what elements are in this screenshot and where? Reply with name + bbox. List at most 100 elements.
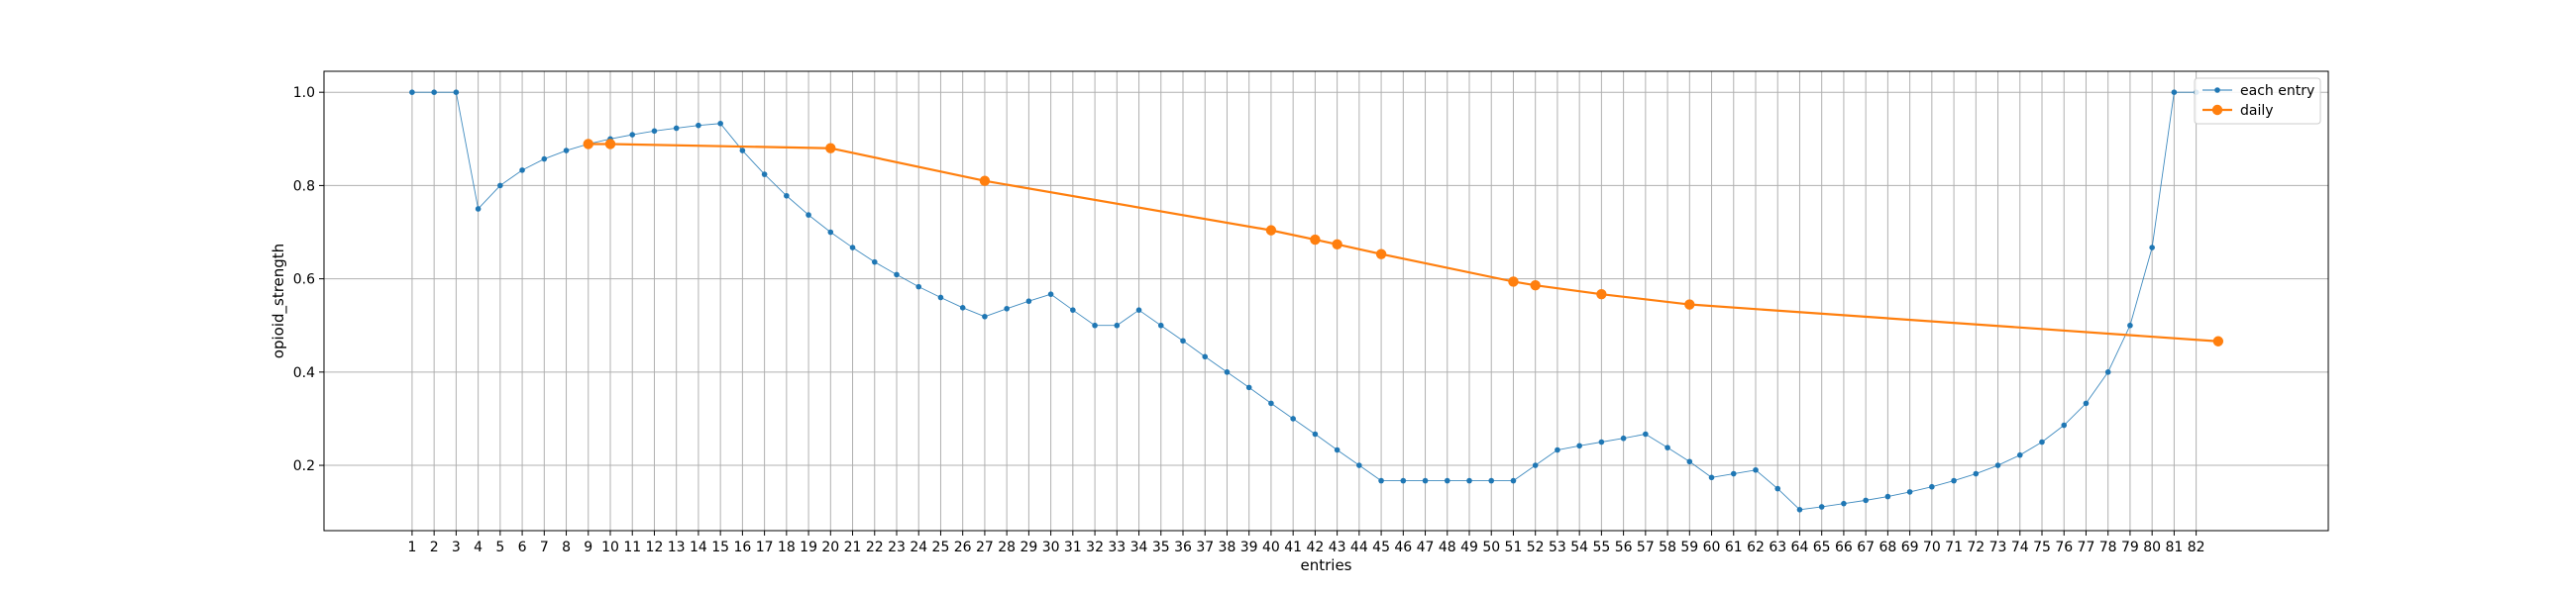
x-tick-label: 18: [778, 540, 796, 555]
x-tick-label: 58: [1659, 540, 1676, 555]
x-tick-label: 25: [932, 540, 950, 555]
y-tick-label: 0.2: [293, 458, 315, 474]
data-point-each-entry: [673, 125, 680, 132]
x-tick-label: 35: [1152, 540, 1170, 555]
x-axis: 1 2 3 4 5 6 7 8 9 10 11 12 13 14 15 16 17 18 19 20 21 22 23 24 2…: [407, 531, 2205, 555]
y-axis-label: opioid_strength: [269, 244, 288, 358]
y-tick-label: 0.8: [293, 178, 315, 194]
data-point-daily: [1508, 276, 1519, 287]
legend-label-each-entry: each entry: [2240, 83, 2314, 99]
data-point-each-entry: [1796, 507, 1803, 513]
x-tick-label: 13: [668, 540, 686, 555]
data-point-each-entry: [739, 148, 746, 153]
x-tick-label: 82: [2188, 540, 2205, 555]
x-tick-label: 22: [866, 540, 884, 555]
data-point-each-entry: [1774, 485, 1781, 492]
data-point-each-entry: [453, 89, 460, 95]
data-point-each-entry: [1555, 446, 1560, 453]
x-tick-label: 56: [1615, 540, 1633, 555]
data-point-daily: [825, 143, 836, 153]
data-point-each-entry: [1334, 446, 1341, 453]
data-point-each-entry: [982, 313, 988, 320]
data-point-each-entry: [1753, 466, 1759, 473]
data-point-each-entry: [1863, 497, 1869, 504]
x-tick-label: 78: [2099, 540, 2117, 555]
data-point-each-entry: [1884, 493, 1891, 500]
data-point-each-entry: [1818, 504, 1825, 510]
x-tick-label: 14: [690, 540, 707, 555]
legend-marker-each-entry: [2214, 87, 2220, 93]
x-tick-label: 30: [1042, 540, 1060, 555]
data-point-each-entry: [1135, 307, 1142, 313]
legend-marker-daily: [2211, 104, 2223, 116]
data-point-each-entry: [1290, 416, 1296, 422]
x-tick-label: 49: [1460, 540, 1478, 555]
data-point-each-entry: [2039, 439, 2045, 446]
data-point-daily: [1530, 280, 1541, 291]
x-tick-label: 9: [584, 540, 592, 555]
data-point-each-entry: [2104, 369, 2111, 375]
data-point-daily: [1375, 248, 1387, 259]
data-point-each-entry: [2127, 322, 2133, 329]
x-tick-label: 61: [1725, 540, 1743, 555]
data-point-each-entry: [1070, 307, 1076, 313]
legend-box: [2194, 77, 2321, 125]
data-point-each-entry: [959, 305, 966, 311]
x-tick-label: 36: [1174, 540, 1192, 555]
data-point-each-entry: [431, 89, 437, 95]
data-point-each-entry: [1157, 322, 1164, 329]
x-tick-label: 43: [1329, 540, 1346, 555]
data-point-each-entry: [1378, 477, 1384, 484]
data-point-each-entry: [1025, 298, 1032, 305]
data-point-each-entry: [1092, 322, 1098, 329]
data-point-each-entry: [2016, 451, 2023, 458]
x-tick-label: 48: [1439, 540, 1456, 555]
x-tick-label: 70: [1923, 540, 1941, 555]
x-tick-label: 75: [2033, 540, 2051, 555]
data-point-each-entry: [1643, 431, 1649, 438]
data-point-each-entry: [1268, 400, 1274, 407]
x-tick-label: 20: [821, 540, 839, 555]
data-point-each-entry: [1620, 435, 1627, 442]
x-tick-label: 44: [1350, 540, 1368, 555]
data-point-each-entry: [1576, 443, 1582, 449]
x-tick-label: 2: [430, 540, 439, 555]
plot-series: [409, 89, 2224, 513]
data-point-each-entry: [475, 206, 482, 212]
x-tick-label: 8: [562, 540, 571, 555]
data-point-daily: [1684, 299, 1695, 310]
series-line-each-entry: [411, 91, 2197, 511]
x-tick-label: 73: [1989, 540, 2007, 555]
x-tick-label: 55: [1592, 540, 1610, 555]
data-point-each-entry: [805, 212, 811, 218]
x-tick-label: 69: [1901, 540, 1919, 555]
x-tick-label: 50: [1482, 540, 1500, 555]
data-point-each-entry: [1686, 458, 1693, 465]
data-point-each-entry: [894, 271, 900, 278]
x-tick-label: 3: [452, 540, 461, 555]
data-point-each-entry: [784, 192, 790, 199]
x-tick-label: 45: [1372, 540, 1390, 555]
x-tick-label: 53: [1549, 540, 1566, 555]
x-tick-label: 46: [1394, 540, 1412, 555]
x-tick-label: 41: [1284, 540, 1302, 555]
data-point-each-entry: [519, 167, 525, 173]
data-point-each-entry: [1400, 477, 1407, 484]
data-point-daily: [1596, 288, 1607, 300]
data-point-each-entry: [541, 155, 548, 162]
data-point-each-entry: [1312, 431, 1319, 438]
data-point-each-entry: [1929, 483, 1935, 490]
data-point-daily: [1332, 239, 1342, 249]
x-tick-label: 62: [1747, 540, 1765, 555]
data-point-each-entry: [696, 122, 701, 129]
x-tick-label: 68: [1878, 540, 1896, 555]
x-tick-label: 26: [954, 540, 972, 555]
data-point-each-entry: [2083, 400, 2090, 407]
data-point-each-entry: [1422, 477, 1429, 484]
x-tick-label: 66: [1835, 540, 1853, 555]
x-tick-label: 51: [1505, 540, 1523, 555]
data-point-each-entry: [1951, 477, 1957, 484]
x-tick-label: 24: [910, 540, 927, 555]
x-tick-label: 7: [540, 540, 549, 555]
x-tick-label: 11: [623, 540, 641, 555]
